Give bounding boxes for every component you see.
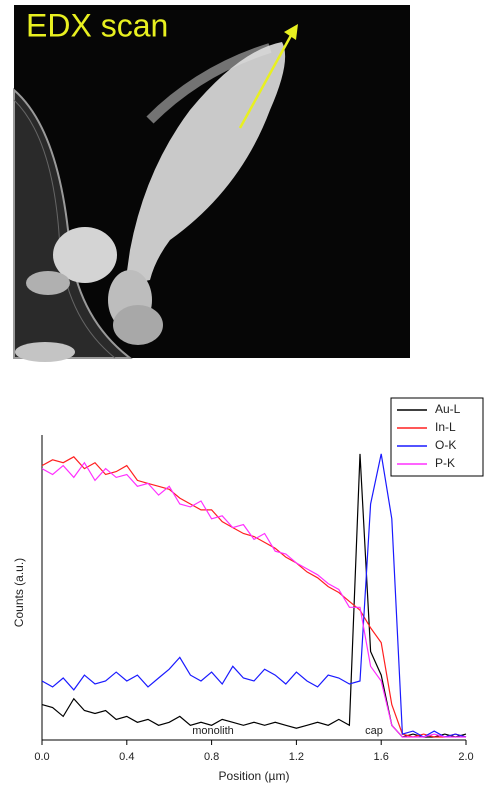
legend-label: O-K (435, 438, 456, 452)
x-tick-label: 0.0 (34, 751, 49, 763)
legend-label: In-L (435, 420, 456, 434)
x-tick-label: 0.8 (204, 751, 219, 763)
x-tick-label: 1.2 (289, 751, 304, 763)
data-line (41, 456, 467, 738)
micrograph: EDX scan (13, 5, 410, 362)
x-tick-label: 1.6 (374, 751, 389, 763)
legend-label: P-K (435, 456, 455, 470)
data-line (41, 453, 467, 738)
x-tick-label: 0.4 (119, 751, 134, 763)
data-line (41, 453, 467, 738)
annotation: monolith (192, 725, 234, 737)
x-axis-label: Position (µm) (219, 769, 290, 783)
y-axis-label: Counts (a.u.) (12, 558, 26, 627)
x-tick-label: 2.0 (458, 751, 473, 763)
image-label: EDX scan (26, 7, 168, 43)
annotation: cap (365, 725, 383, 737)
legend-box (390, 397, 484, 477)
data-line (41, 461, 466, 738)
legend-label: Au-L (435, 402, 461, 416)
